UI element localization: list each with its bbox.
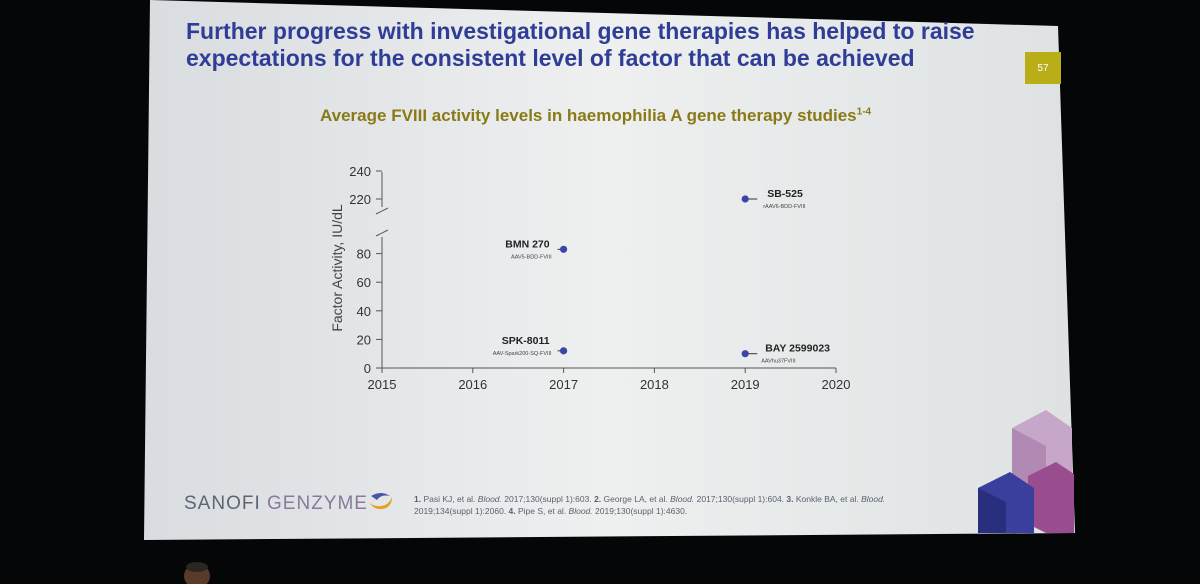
genzyme-swirl-icon [369,493,392,510]
reference-item: 3. Konkle BA, et al. Blood. 2019;134(sup… [414,494,886,516]
page-number-badge: 57 [1025,52,1061,84]
x-tick-label: 2016 [458,377,487,392]
y-tick-label: 80 [357,247,371,262]
data-point-label: BAY 2599023 [765,343,830,355]
y-tick-label: 40 [357,304,371,319]
data-point [560,245,568,253]
data-point [741,195,749,203]
data-point-vector-label: rAAV6-BDD-FVIII [763,204,806,210]
chart-marks: SB-525 rAAV6-BDD-FVIII BMN 270 AAV5-BDD-FVI… [493,188,830,365]
logo-word-genzyme: GENZYME [267,493,368,514]
data-point-label: SB-525 [767,188,803,200]
chart-axes: 0 20 40 60 80 220 240 2015 2016 2017 2018 2019 2020 F… [329,164,850,392]
references: 1. Pasi KJ, et al. Blood. 2017;130(suppl… [414,493,914,517]
data-point-vector-label: AAV5-BDD-FVIII [511,254,552,260]
chart-title-superscript: 1-4 [856,106,872,118]
slide-title: Further progress with investigational ge… [186,18,975,71]
chart-title-text: Average FVIII activity levels in haemoph… [320,106,857,125]
reference-item: 1. Pasi KJ, et al. Blood. 2017;130(suppl… [414,494,595,504]
data-point-label: BMN 270 [505,238,550,250]
y-tick-label: 220 [349,192,371,207]
x-tick-label: 2020 [822,377,851,392]
logo-word-sanofi: SANOFI [184,493,261,514]
data-point-vector-label: AAVhu37FVIII [761,359,796,365]
x-tick-label: 2015 [368,377,397,392]
reference-item: 2. George LA, et al. Blood. 2017;130(sup… [594,494,787,504]
data-point-label: SPK-8011 [502,335,550,347]
y-axis-break-mark [375,229,389,237]
x-tick-label: 2017 [549,377,578,392]
chart-title: Average FVIII activity levels in haemoph… [320,106,920,126]
y-tick-label: 240 [349,164,371,179]
presenter-silhouette [184,562,210,584]
data-point-vector-label: AAV-Spark200-SQ-FVIII [493,351,552,357]
x-tick-label: 2018 [640,377,669,392]
x-tick-label: 2019 [731,377,760,392]
reference-item: 4. Pipe S, et al. Blood. 2019;130(suppl … [508,506,688,516]
sanofi-genzyme-logo: SANOFI GENZYME [184,493,368,515]
data-point [741,350,749,358]
y-tick-label: 20 [357,332,371,347]
projection-screen [144,0,1075,540]
y-axis-break-mark [375,207,389,215]
decorative-cubes [978,410,1074,533]
y-tick-label: 0 [364,361,371,376]
y-axis-label: Factor Activity, IU/dL [329,204,345,332]
y-tick-label: 60 [357,275,371,290]
data-point [560,347,568,355]
